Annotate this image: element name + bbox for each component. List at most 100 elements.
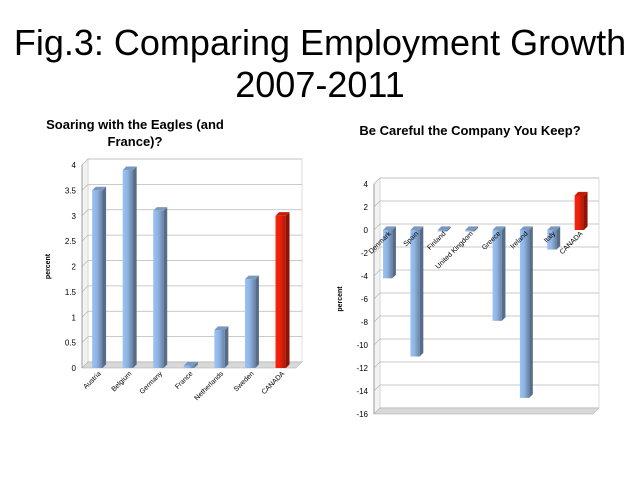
bar-top bbox=[465, 226, 479, 230]
bar bbox=[214, 329, 225, 368]
bar-spain bbox=[410, 226, 424, 357]
bar-top bbox=[244, 275, 259, 280]
bar-top bbox=[519, 226, 533, 230]
bar-united-kingdom bbox=[465, 226, 479, 232]
y-tick-label: 1.5 bbox=[65, 288, 77, 297]
bar-side bbox=[102, 186, 107, 368]
y-axis-label: percent bbox=[337, 286, 344, 312]
y-tick-label: -6 bbox=[361, 295, 369, 304]
bar-austria bbox=[92, 186, 107, 368]
gridline bbox=[81, 209, 302, 216]
bar-top bbox=[492, 226, 506, 230]
bar bbox=[547, 230, 557, 250]
bar-side bbox=[392, 226, 396, 279]
bar-canada bbox=[574, 191, 588, 230]
gridline bbox=[373, 177, 599, 185]
bar-side bbox=[224, 326, 229, 368]
slide-title-line2: 2007-2011 bbox=[235, 64, 405, 105]
bar-ireland bbox=[519, 226, 533, 398]
bar-top bbox=[437, 226, 451, 230]
bar-top bbox=[122, 166, 137, 171]
bar-side bbox=[529, 226, 533, 398]
bar-top bbox=[183, 361, 198, 366]
left-chart-title: Soaring with the Eagles (and France)? bbox=[46, 117, 224, 149]
right-chart-title: Be Careful the Company You Keep? bbox=[359, 123, 581, 138]
gridline bbox=[81, 260, 302, 267]
y-tick-label: 4 bbox=[72, 161, 77, 170]
bar-side bbox=[474, 226, 479, 232]
y-tick-label: -14 bbox=[356, 387, 368, 396]
bar-germany bbox=[153, 207, 168, 368]
y-tick-label: 0 bbox=[364, 226, 369, 235]
gridline bbox=[373, 200, 599, 208]
bar-italy bbox=[547, 226, 561, 250]
bar bbox=[410, 230, 420, 357]
bar-top bbox=[92, 186, 107, 191]
y-tick-label: -8 bbox=[361, 318, 369, 327]
gridline bbox=[81, 158, 302, 166]
bar bbox=[122, 170, 134, 368]
bar-top bbox=[574, 191, 588, 196]
bar-side bbox=[285, 212, 290, 368]
bar bbox=[183, 365, 195, 368]
gridline bbox=[81, 310, 302, 318]
bar-side bbox=[419, 226, 424, 357]
bar-denmark bbox=[383, 226, 396, 279]
bar bbox=[574, 195, 584, 230]
y-tick-label: 2.5 bbox=[65, 237, 77, 246]
y-tick-label: -10 bbox=[356, 341, 368, 350]
y-tick-label: 3 bbox=[72, 212, 77, 221]
gridline bbox=[81, 285, 302, 293]
bar bbox=[244, 279, 256, 368]
bar-side bbox=[133, 166, 137, 368]
gridline bbox=[81, 234, 302, 242]
bar-top bbox=[275, 212, 290, 216]
y-tick-label: -12 bbox=[356, 364, 368, 373]
bar bbox=[492, 230, 502, 321]
bar-side bbox=[163, 207, 168, 368]
bar-belgium bbox=[122, 166, 137, 368]
bar-france bbox=[183, 361, 198, 368]
bar bbox=[465, 230, 475, 232]
bar-finland bbox=[437, 226, 451, 232]
y-tick-label: 4 bbox=[364, 180, 369, 189]
bar-side bbox=[556, 226, 561, 250]
bar-side bbox=[447, 226, 451, 232]
bar-top bbox=[383, 226, 396, 230]
y-tick-label: -16 bbox=[356, 410, 368, 419]
bar-top bbox=[547, 226, 561, 230]
slide-title-line1: Fig.3: Comparing Employment Growth bbox=[13, 22, 627, 63]
bar-side bbox=[501, 226, 506, 321]
y-tick-label: 3.5 bbox=[65, 186, 77, 195]
y-tick-label: 2 bbox=[364, 203, 369, 212]
bar-netherlands bbox=[214, 326, 229, 368]
bar-canada bbox=[275, 212, 290, 368]
bar bbox=[153, 210, 164, 368]
y-axis-label: percent bbox=[45, 253, 52, 279]
y-tick-label: 2 bbox=[72, 263, 77, 272]
bar-top bbox=[410, 226, 424, 230]
slide-title: Fig.3: Comparing Employment Growth 2007-… bbox=[0, 22, 640, 106]
y-tick-label: -2 bbox=[361, 249, 369, 258]
plot-floor bbox=[373, 407, 600, 415]
bar-side bbox=[255, 275, 259, 368]
bar-top bbox=[214, 326, 229, 330]
y-tick-label: 0 bbox=[72, 364, 77, 373]
bar-sweden bbox=[244, 275, 259, 368]
bar bbox=[437, 230, 448, 232]
bar-side bbox=[194, 361, 198, 368]
bar bbox=[92, 190, 103, 368]
bar bbox=[383, 230, 393, 279]
gridline bbox=[373, 223, 599, 231]
gridline bbox=[81, 336, 302, 343]
bar-side bbox=[583, 191, 588, 230]
y-tick-label: 0.5 bbox=[65, 339, 77, 348]
bar-top bbox=[153, 207, 168, 211]
bar bbox=[519, 230, 530, 398]
bar-greece bbox=[492, 226, 506, 321]
y-tick-label: 1 bbox=[72, 313, 77, 322]
gridline bbox=[81, 184, 302, 191]
bar bbox=[275, 215, 286, 368]
